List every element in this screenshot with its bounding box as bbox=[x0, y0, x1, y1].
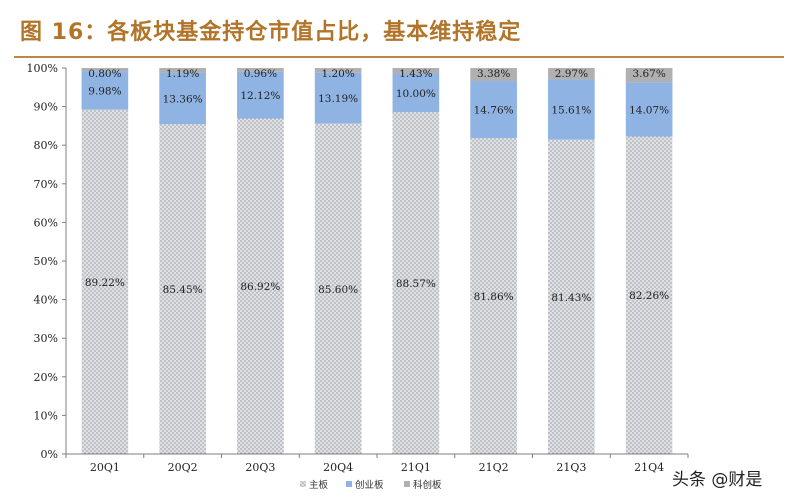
x-tick-label: 21Q1 bbox=[401, 461, 431, 474]
watermark: 头条 @财是 bbox=[672, 470, 763, 490]
data-label-star-market: 3.38% bbox=[477, 68, 510, 80]
data-label-star-market: 2.97% bbox=[555, 68, 588, 80]
data-label-star-market: 0.80% bbox=[88, 68, 121, 80]
chinext-bar bbox=[237, 71, 284, 119]
legend-star-market: 科创板 bbox=[404, 479, 442, 491]
x-tick-label: 20Q2 bbox=[168, 461, 198, 474]
bars: 89.22% 9.98% 0.80% 85.45% 13.36% 1.19% 86.92% 1… bbox=[81, 67, 673, 455]
x-tick-label: 20Q4 bbox=[323, 461, 353, 474]
bar-stack: 81.86% 14.76% 3.38% bbox=[470, 68, 517, 455]
legend: 主板 创业板 科创板 bbox=[300, 479, 442, 491]
y-tick-label: 10% bbox=[34, 409, 58, 422]
data-label-star-market: 1.20% bbox=[321, 68, 354, 80]
y-tick-label: 30% bbox=[34, 332, 58, 345]
x-tick-label: 21Q4 bbox=[634, 461, 664, 474]
main-board-bar bbox=[81, 109, 129, 454]
main-board-bar bbox=[392, 112, 440, 454]
x-tick-label: 21Q2 bbox=[479, 461, 509, 474]
data-label-chinext: 10.00% bbox=[396, 88, 436, 100]
star-market-bar bbox=[237, 68, 284, 72]
main-board-bar bbox=[470, 138, 517, 455]
legend-swatch bbox=[404, 481, 410, 487]
data-label-main-board: 81.86% bbox=[474, 291, 514, 303]
data-label-main-board: 85.60% bbox=[318, 284, 358, 296]
legend-label: 主板 bbox=[309, 479, 329, 491]
chinext-bar bbox=[159, 72, 206, 125]
data-label-main-board: 82.26% bbox=[629, 290, 669, 302]
y-tick-label: 100% bbox=[27, 62, 58, 75]
legend-swatch bbox=[346, 481, 352, 487]
star-market-bar bbox=[392, 68, 440, 74]
data-label-chinext: 13.36% bbox=[163, 93, 203, 105]
data-label-star-market: 3.67% bbox=[632, 68, 665, 80]
x-tick-label: 21Q3 bbox=[556, 461, 586, 474]
data-label-chinext: 14.76% bbox=[474, 105, 514, 117]
y-tick-label: 70% bbox=[34, 178, 58, 191]
legend-label: 科创板 bbox=[413, 479, 442, 491]
bar-stack: 86.92% 12.12% 0.96% bbox=[237, 68, 284, 454]
bar-stack: 81.43% 15.61% 2.97% bbox=[548, 67, 595, 454]
y-tick-label: 0% bbox=[41, 448, 58, 461]
y-tick-label: 90% bbox=[34, 101, 58, 114]
star-market-bar bbox=[548, 67, 595, 80]
legend-label: 创业板 bbox=[355, 479, 384, 491]
data-label-star-market: 1.19% bbox=[166, 68, 199, 80]
y-tick-label: 20% bbox=[34, 371, 58, 384]
star-market-bar bbox=[625, 68, 673, 83]
chart-title: 图 16：各板块基金持仓市值占比，基本维持稳定 bbox=[20, 20, 522, 45]
data-label-main-board: 88.57% bbox=[396, 278, 436, 290]
bar-stack: 88.57% 10.00% 1.43% bbox=[392, 68, 440, 454]
y-tick-label: 50% bbox=[34, 255, 58, 268]
y-tick-label: 80% bbox=[34, 139, 58, 152]
data-label-main-board: 81.43% bbox=[551, 292, 591, 304]
x-axis: 20Q1 20Q2 20Q3 20Q4 21Q1 21Q2 21Q3 21Q4 bbox=[65, 453, 689, 474]
star-market-bar bbox=[81, 68, 129, 72]
title-divider bbox=[14, 56, 784, 58]
main-board-bar bbox=[159, 124, 206, 455]
y-axis: 0% 10% 20% 30% 40% 50% 60% 70% 80% 90% 100% bbox=[27, 62, 67, 461]
chinext-bar bbox=[392, 73, 440, 113]
legend-main-board: 主板 bbox=[300, 479, 329, 491]
main-board-bar bbox=[548, 139, 595, 454]
bar-stack: 85.60% 13.19% 1.20% bbox=[314, 68, 362, 455]
legend-chinext: 创业板 bbox=[346, 479, 384, 491]
star-market-bar bbox=[159, 68, 206, 73]
data-label-main-board: 89.22% bbox=[85, 277, 125, 289]
chinext-bar bbox=[470, 81, 517, 139]
main-board-bar bbox=[625, 136, 673, 455]
chinext-bar bbox=[548, 79, 595, 140]
data-label-star-market: 1.43% bbox=[399, 68, 432, 80]
chinext-bar bbox=[625, 82, 673, 137]
x-tick-label: 20Q3 bbox=[245, 461, 275, 474]
main-board-bar bbox=[314, 123, 362, 455]
data-label-chinext: 15.61% bbox=[551, 105, 591, 117]
data-label-chinext: 12.12% bbox=[240, 90, 280, 102]
bar-stack: 89.22% 9.98% 0.80% bbox=[81, 68, 129, 454]
data-label-chinext: 13.19% bbox=[318, 93, 358, 105]
data-label-chinext: 14.07% bbox=[629, 104, 669, 116]
main-board-bar bbox=[237, 118, 284, 454]
legend-swatch bbox=[300, 481, 306, 487]
star-market-bar bbox=[470, 68, 517, 82]
data-label-main-board: 85.45% bbox=[163, 284, 203, 296]
bar-stack: 82.26% 14.07% 3.67% bbox=[625, 68, 673, 455]
data-label-main-board: 86.92% bbox=[240, 281, 280, 293]
y-tick-label: 60% bbox=[34, 216, 58, 229]
x-tick-label: 20Q1 bbox=[90, 461, 120, 474]
data-label-chinext: 9.98% bbox=[88, 85, 121, 97]
star-market-bar bbox=[314, 68, 362, 73]
data-label-star-market: 0.96% bbox=[244, 68, 277, 80]
bar-stack: 85.45% 13.36% 1.19% bbox=[159, 68, 206, 455]
chinext-bar bbox=[81, 71, 129, 110]
chinext-bar bbox=[314, 72, 362, 124]
y-tick-label: 40% bbox=[34, 294, 58, 307]
